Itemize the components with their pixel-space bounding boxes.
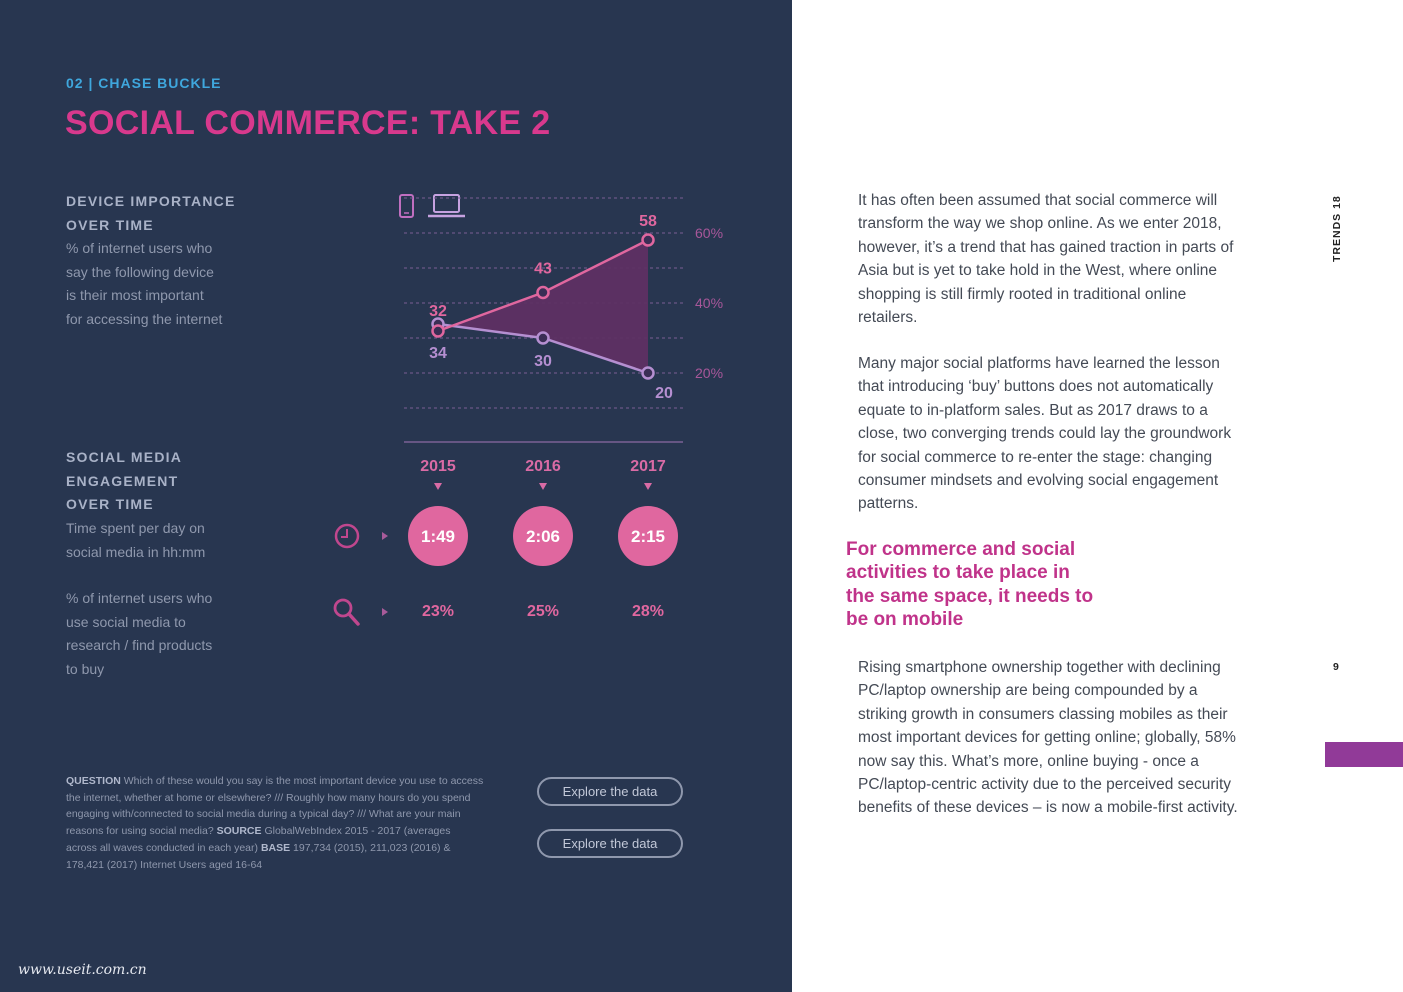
time-spent-description: Time spent per day on social media in hh… [66,520,206,560]
eyebrow: 02 | CHASE BUCKLE [66,75,222,91]
body-paragraph-2: Many major social platforms have learned… [858,355,1232,513]
series-1-value-label-1: 30 [534,353,552,370]
explore-data-button-2[interactable]: Explore the data [537,829,683,858]
search-arrow-icon [382,608,388,616]
device-section-description: % of internet users who say the followin… [66,240,223,327]
year-label-0: 2015 [420,458,456,475]
time-circle-2 [618,506,678,566]
device-importance-chart: 60% 40% 20% 34 30 20 32 43 58 2015 2016 2017 1:49… [333,194,723,626]
page-tab [1325,742,1403,767]
series-0-point-2 [641,233,655,247]
series-0-point-0 [431,324,445,338]
year-marker-0 [434,483,442,490]
research-value-0: 23% [422,603,454,620]
right-panel [792,0,1403,992]
research-value-2: 28% [632,603,664,620]
series-0-value-label-1: 43 [534,261,552,278]
series-0-point-1 [536,285,550,300]
time-value-2: 2:15 [631,527,665,546]
year-marker-1 [539,483,547,490]
series-1-value-label-0: 34 [429,345,447,362]
explore-data-button-1[interactable]: Explore the data [537,777,683,806]
research-value-1: 25% [527,603,559,620]
series-1-value-label-2: 20 [655,385,673,402]
year-label-1: 2016 [525,458,561,475]
time-circle-1 [513,506,573,566]
research-description: % of internet users who use social media… [66,590,213,677]
time-value-1: 2:06 [526,527,560,546]
clock-arrow-icon [382,532,388,540]
body-paragraph-1: It has often been assumed that social co… [858,192,1234,327]
pull-quote: For commerce and social activities to ta… [846,539,1094,631]
series-0-value-label-0: 32 [429,303,447,320]
series-1-point-2 [641,366,655,380]
series-gap-area [438,240,648,373]
series-1-point-1 [536,331,550,345]
laptop-icon [428,194,465,218]
page-title: SOCIAL COMMERCE: TAKE 2 [65,104,551,142]
time-circle-0 [408,506,468,566]
year-label-2: 2017 [630,458,666,475]
device-section-heading: DEVICE IMPORTANCE OVER TIME [66,193,236,233]
year-marker-2 [644,483,652,490]
watermark: www.useit.com.cn [18,962,147,978]
y-tick-label-2: 20% [695,365,723,381]
clock-icon [334,523,360,549]
y-tick-label-1: 40% [695,295,723,311]
time-value-0: 1:49 [421,527,455,546]
search-icon [333,598,360,626]
publication-label: TRENDS 18 [1331,195,1343,262]
left-panel [0,0,792,992]
body-paragraph-3: Rising smartphone ownership together wit… [858,659,1238,817]
smartphone-icon [399,194,414,218]
footnote: QUESTION Which of these would you say is… [66,775,484,871]
series-0-value-label-2: 58 [639,213,657,230]
y-tick-label-0: 60% [695,225,723,241]
page-number: 9 [1333,661,1339,673]
engagement-section-heading: SOCIAL MEDIA ENGAGEMENT OVER TIME [66,449,183,512]
